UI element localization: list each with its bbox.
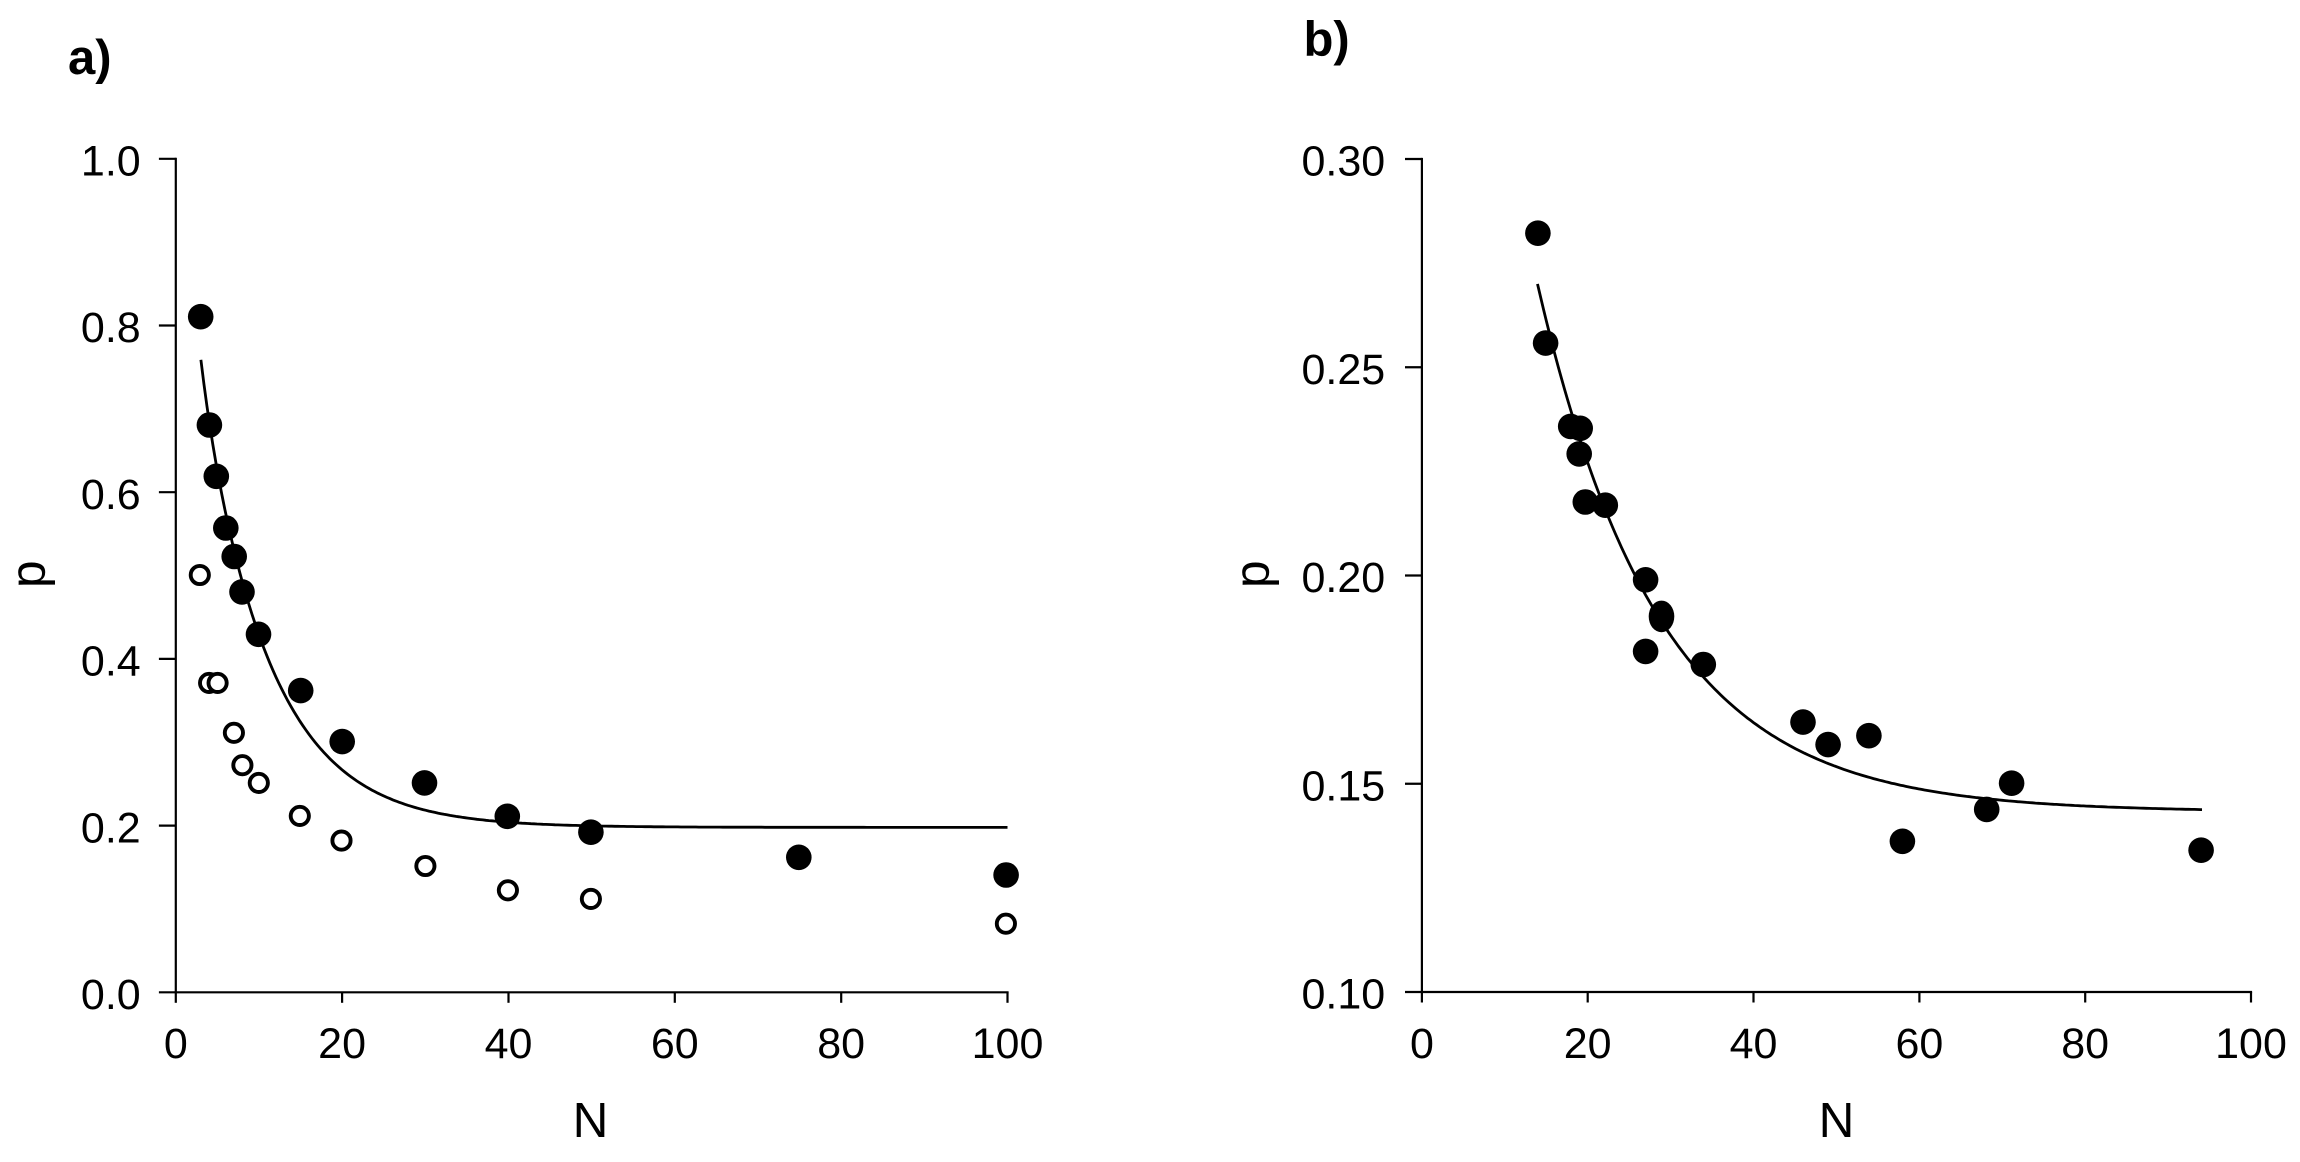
svg-text:0.20: 0.20	[1301, 554, 1385, 602]
svg-text:60: 60	[1895, 1020, 1943, 1068]
svg-text:0.4: 0.4	[81, 638, 141, 686]
svg-text:N: N	[573, 1093, 609, 1148]
svg-text:0.15: 0.15	[1301, 763, 1385, 811]
svg-text:40: 40	[485, 1020, 533, 1068]
svg-text:100: 100	[2215, 1020, 2287, 1068]
svg-text:a): a)	[68, 31, 112, 85]
svg-text:0.30: 0.30	[1301, 138, 1385, 186]
svg-text:0.6: 0.6	[81, 471, 141, 519]
svg-text:0.2: 0.2	[81, 804, 141, 852]
svg-text:20: 20	[1564, 1020, 1612, 1068]
svg-text:0: 0	[1410, 1020, 1434, 1068]
svg-text:0.0: 0.0	[81, 971, 141, 1019]
svg-text:p: p	[1225, 560, 1280, 588]
svg-text:60: 60	[651, 1020, 699, 1068]
svg-text:N: N	[1819, 1093, 1855, 1148]
svg-text:0.10: 0.10	[1301, 971, 1385, 1019]
svg-text:p: p	[1, 560, 56, 588]
svg-text:100: 100	[972, 1020, 1044, 1068]
svg-text:20: 20	[318, 1020, 366, 1068]
svg-text:1.0: 1.0	[81, 138, 141, 186]
svg-text:0.8: 0.8	[81, 304, 141, 352]
svg-text:80: 80	[817, 1020, 865, 1068]
svg-text:0.25: 0.25	[1301, 346, 1385, 394]
svg-text:40: 40	[1730, 1020, 1778, 1068]
svg-text:80: 80	[2061, 1020, 2109, 1068]
svg-text:b): b)	[1304, 13, 1350, 67]
svg-text:0: 0	[164, 1020, 188, 1068]
